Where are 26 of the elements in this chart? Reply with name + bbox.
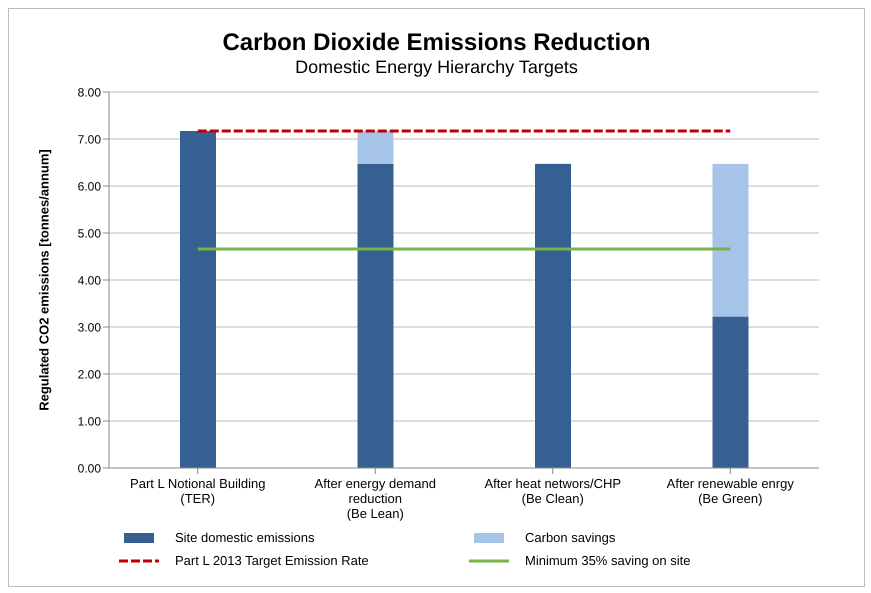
y-tick-label: 0.00 <box>78 461 102 476</box>
bar <box>712 316 748 468</box>
y-tick-label: 4.00 <box>78 273 102 288</box>
bar <box>180 131 216 468</box>
legend-label: Carbon savings <box>525 530 616 545</box>
bar <box>535 164 571 468</box>
y-axis-title: Regulated CO2 emissions [tonnes/annum] <box>36 149 52 411</box>
legend-label: Site domestic emissions <box>175 530 314 545</box>
bar <box>712 164 748 317</box>
chart-subtitle: Domestic Energy Hierarchy Targets <box>294 57 579 78</box>
y-tick-label: 7.00 <box>78 132 102 146</box>
y-tick-label: 3.00 <box>78 320 102 334</box>
y-tick-label: 5.00 <box>78 226 102 240</box>
y-tick-label: 1.00 <box>78 414 102 428</box>
y-tick-label: 6.00 <box>78 179 102 194</box>
y-tick-label: 2.00 <box>78 367 102 382</box>
legend-label: Part L 2013 Target Emission Rate <box>175 553 369 568</box>
y-tick-label: 8.00 <box>78 85 102 100</box>
x-tick-label: After renewable enrgy (Be Green) <box>666 476 794 506</box>
chart-title: Carbon Dioxide Emissions Reduction <box>221 29 652 57</box>
x-tick-label: Part L Notional Building (TER) <box>130 476 266 506</box>
legend-label: Minimum 35% saving on site <box>525 553 690 568</box>
bar <box>358 131 394 164</box>
x-tick-label: After heat networs/CHP (Be Clean) <box>484 476 622 506</box>
x-tick-label: After energy demand reduction (Be Lean) <box>314 476 436 521</box>
bar <box>358 164 394 468</box>
